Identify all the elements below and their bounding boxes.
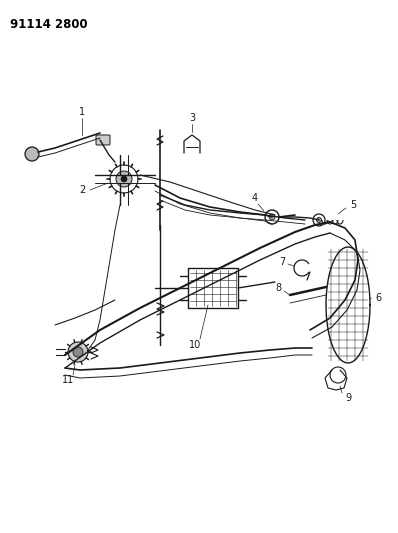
Text: 9: 9 (345, 393, 351, 403)
Circle shape (73, 347, 83, 357)
Text: 1: 1 (79, 107, 85, 117)
Circle shape (68, 342, 88, 362)
Text: 7: 7 (279, 257, 285, 267)
Circle shape (121, 176, 127, 182)
Circle shape (116, 171, 132, 187)
Text: 10: 10 (189, 340, 201, 350)
Text: 91114 2800: 91114 2800 (10, 18, 88, 31)
Text: 5: 5 (350, 200, 356, 210)
Text: 2: 2 (79, 185, 85, 195)
FancyBboxPatch shape (96, 135, 110, 145)
Text: 4: 4 (252, 193, 258, 203)
Circle shape (25, 147, 39, 161)
Circle shape (269, 214, 275, 220)
Circle shape (316, 217, 322, 222)
Text: 3: 3 (189, 113, 195, 123)
Text: 6: 6 (375, 293, 381, 303)
Text: 11: 11 (62, 375, 74, 385)
Text: 8: 8 (275, 283, 281, 293)
